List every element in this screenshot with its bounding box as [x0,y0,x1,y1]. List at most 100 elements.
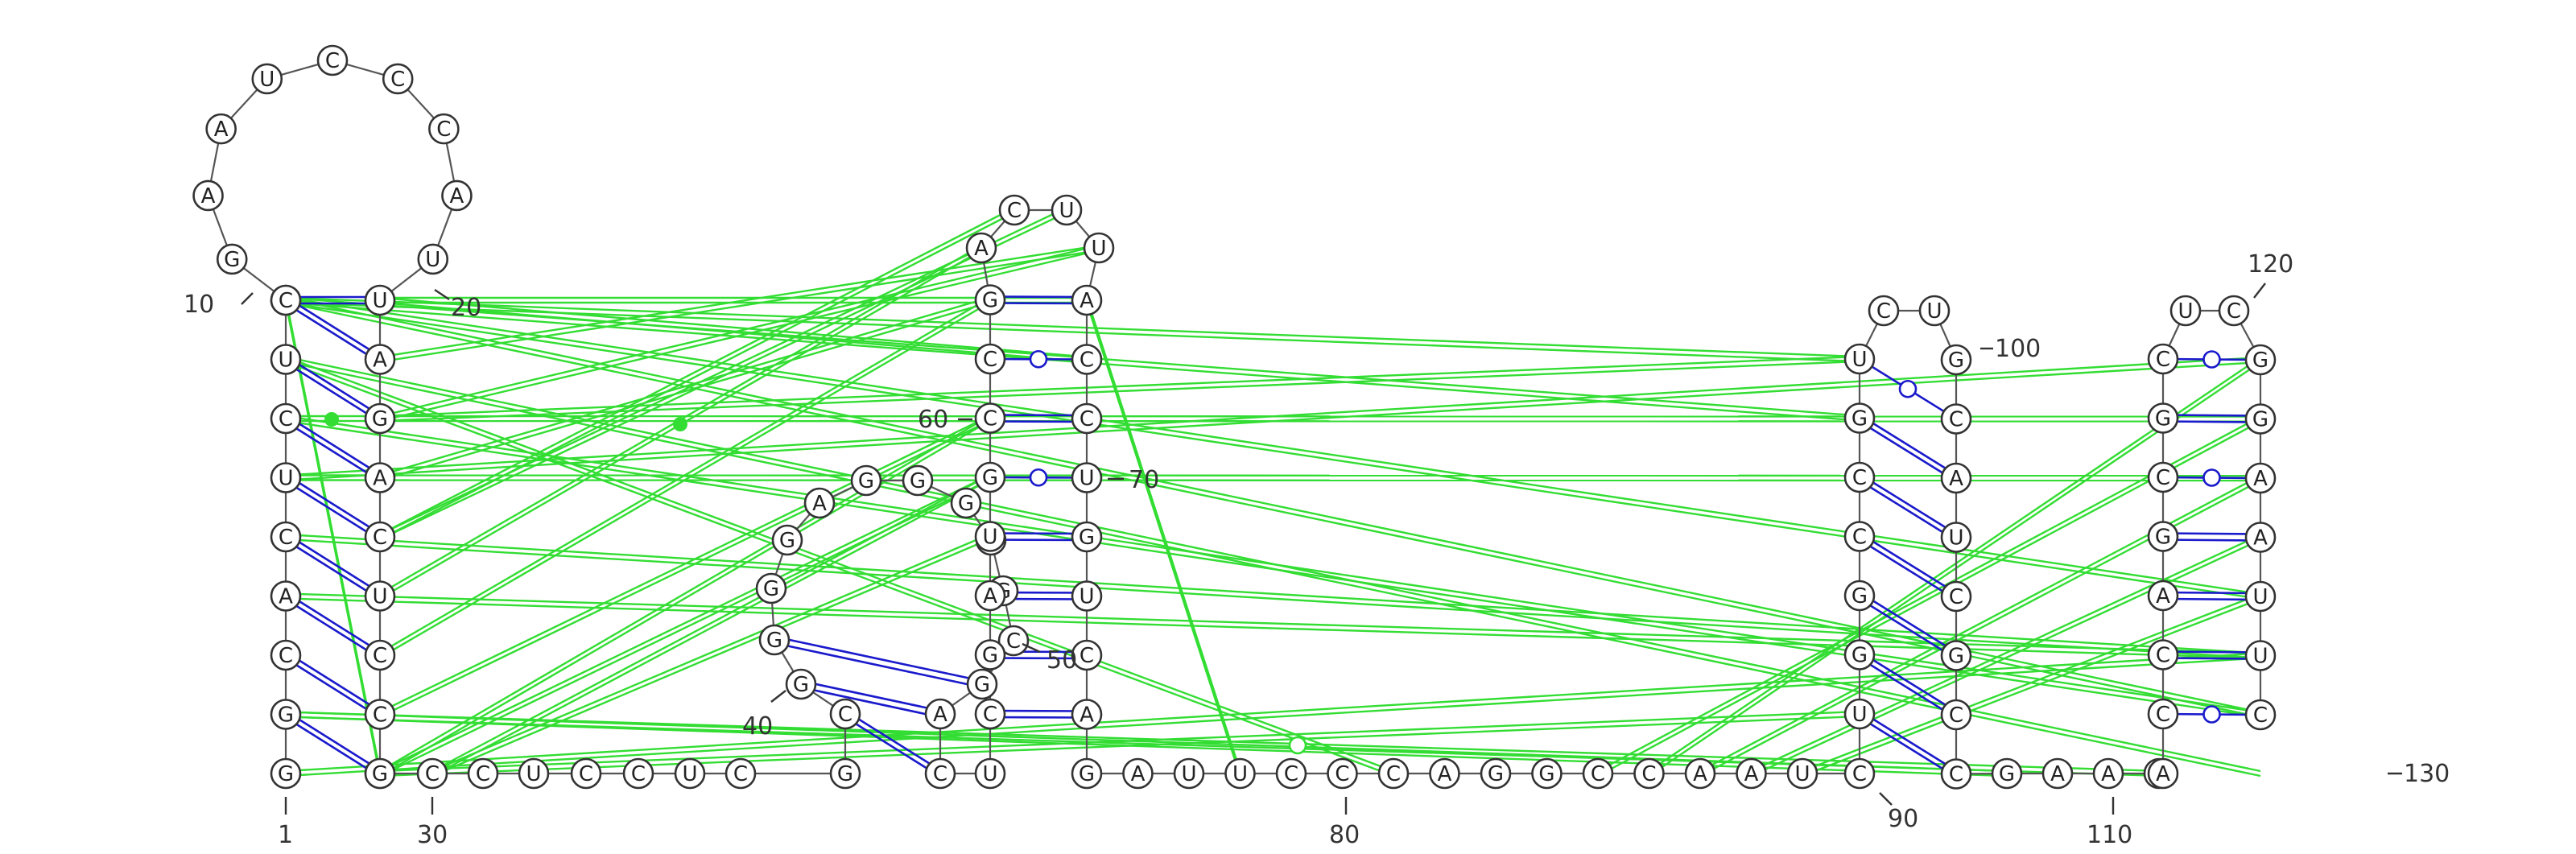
tertiary-interaction-line [285,356,1394,773]
svg-text:A: A [1949,467,1963,491]
base-pair-line [285,295,381,357]
nucleotide-80: C [1377,757,1410,790]
svg-text:U: U [1059,199,1074,223]
nucleotide-12: A [192,179,224,212]
base-pair-line [2162,591,2261,595]
tertiary-interaction-line [285,415,2261,418]
svg-text:U: U [1948,526,1963,551]
nucleotide-29: G [364,757,396,790]
nucleotide-36: C [724,757,757,790]
tertiary-interaction-line [431,533,991,773]
base-pair-line [1859,650,1957,713]
nucleotide-63: C [998,194,1030,226]
svg-text:U: U [372,585,387,609]
svg-text:U: U [1091,237,1106,261]
svg-text:C: C [1852,526,1867,550]
svg-text:G: G [2155,407,2171,431]
svg-text:C: C [933,762,947,786]
tertiary-interaction-line [379,360,1860,423]
svg-text:A: A [279,585,293,609]
base-pair-line [285,480,381,542]
nucleotide-127: C [2244,699,2277,731]
nucleotide-15: C [316,44,349,76]
base-pair-line [1859,657,1957,720]
base-pair-line [285,710,381,772]
base-pair-line [800,679,941,712]
svg-text:A: A [933,703,947,727]
nucleotide-20: U [364,284,396,316]
svg-text:A: A [1131,762,1146,786]
nucleotide-125: U [2244,580,2277,613]
tertiary-marker-open [1288,736,1307,755]
nucleotide-60: C [974,343,1006,375]
svg-text:C: C [1080,644,1094,668]
svg-text:U: U [1926,299,1942,324]
svg-text:C: C [2156,644,2170,668]
svg-text:G: G [858,469,874,493]
tertiary-interaction-line [285,419,2261,423]
tertiary-interaction-line [285,597,2261,659]
tertiary-interaction-line [1750,538,2261,778]
svg-text:G: G [278,762,294,786]
nucleotide-62: A [965,232,997,264]
tertiary-interaction-line [379,419,991,718]
nucleotide-126: U [2244,640,2277,671]
base-pair-line [2162,597,2261,601]
base-pair-line [285,716,381,778]
tertiary-interaction-line [379,355,1860,418]
position-label-110: 110 [2087,821,2132,849]
tertiary-interaction-line [1699,474,2261,773]
tertiary-interaction-line [379,473,991,773]
svg-text:C: C [631,762,646,786]
nucleotide-14: U [251,63,283,95]
nucleotide-54: C [974,698,1006,730]
tertiary-interaction-line [285,301,1860,363]
base-pair-line [2162,420,2261,423]
base-pair-line [2162,650,2261,654]
nucleotide-51: A [924,698,956,730]
base-pair-lines [285,295,2261,778]
nucleotide-84: C [1582,757,1614,790]
base-pair-line [1859,420,1957,483]
nucleotide-73: A [1071,699,1103,730]
position-label-1: 1 [278,821,293,849]
tertiary-interaction-line [285,419,2261,719]
nucleotide-108: A [2041,757,2074,790]
nucleotide-90: U [1843,698,1876,730]
tertiary-interaction-line [285,652,2261,773]
tertiary-interaction-line [1085,302,1241,777]
svg-text:C: C [279,644,293,668]
nucleotide-11: G [216,243,248,275]
nucleotide-35: U [674,757,706,790]
nucleotide-122: G [2244,403,2277,435]
nucleotide-101: A [1940,462,1972,494]
base-pair-line [844,716,941,778]
svg-text:G: G [763,577,779,601]
svg-text:G: G [958,492,974,516]
svg-text:G: G [224,248,240,272]
svg-text:C: C [838,703,852,727]
svg-text:A: A [1693,762,1707,786]
nucleotide-64: U [1051,194,1083,226]
nucleotide-3: C [270,639,302,671]
svg-text:A: A [2156,584,2170,609]
tertiary-interaction-lines [284,206,2261,778]
svg-text:U: U [682,762,697,786]
svg-text:G: G [2155,526,2171,550]
svg-text:C: C [390,68,405,92]
nucleotide-118: C [2147,343,2179,375]
nucleotide-55: G [974,639,1006,670]
base-pair-line [989,716,1088,719]
nucleotide-91: G [1843,639,1876,670]
nucleotide-70: G [1071,521,1103,553]
svg-text:U: U [278,349,293,373]
svg-text:C: C [1591,762,1605,786]
wobble-marker [2202,705,2221,724]
svg-text:C: C [436,118,451,142]
nucleotide-38: C [829,698,861,730]
base-pair-line [285,414,381,476]
svg-text:A: A [2101,762,2116,786]
nucleotide-76: U [1173,757,1205,790]
base-pair-line [285,598,381,660]
tertiary-marker-filled [324,412,339,427]
